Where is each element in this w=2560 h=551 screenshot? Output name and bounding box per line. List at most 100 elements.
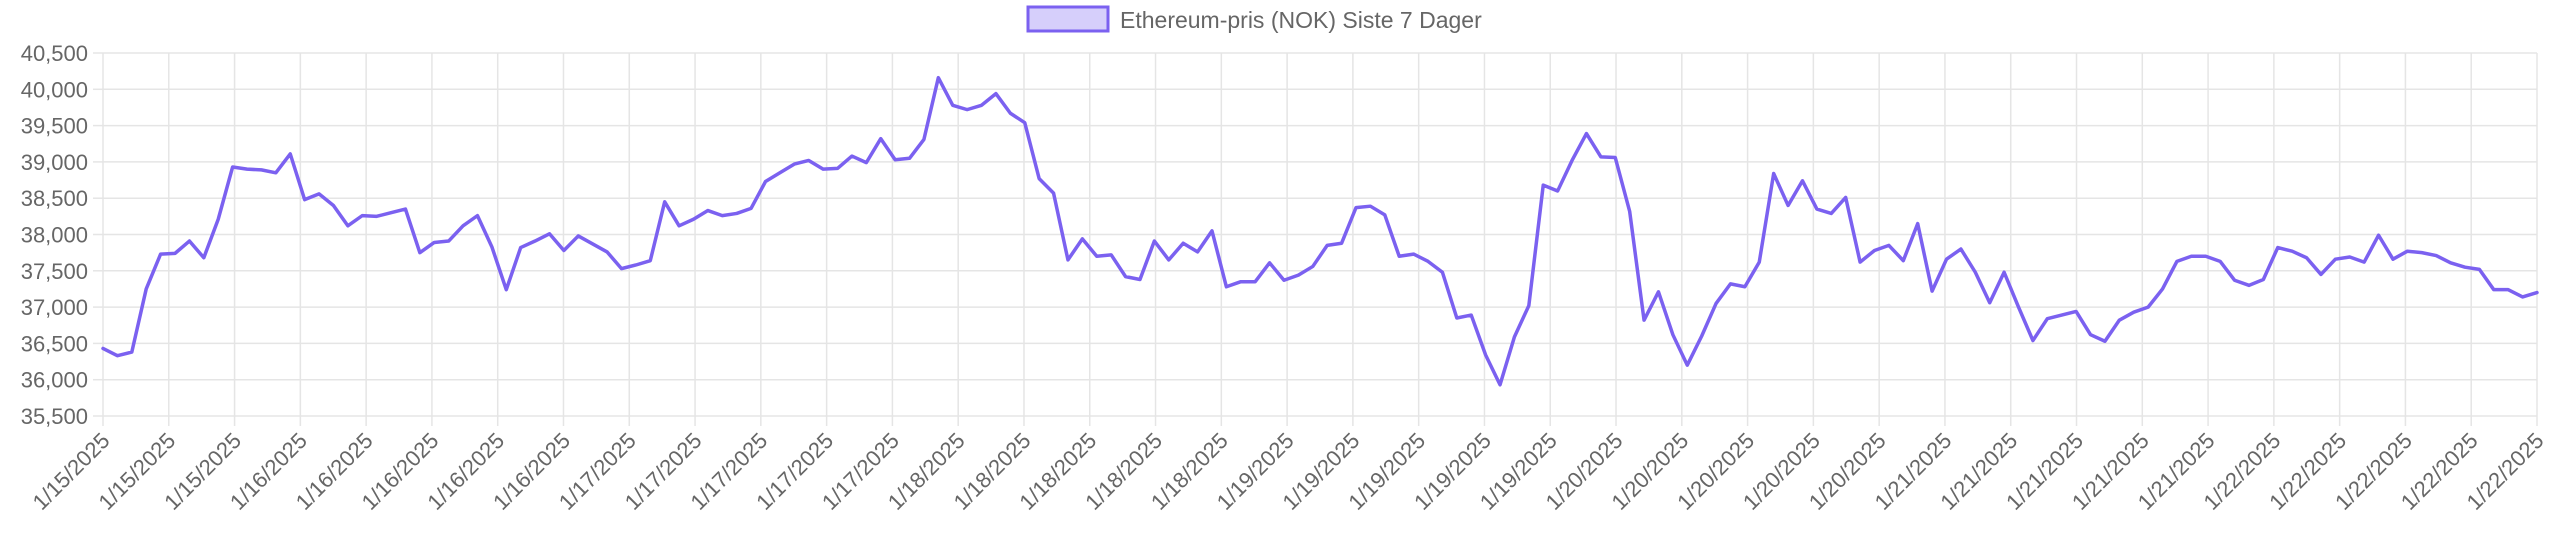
data-point[interactable] xyxy=(2389,255,2397,263)
data-point[interactable] xyxy=(2101,337,2109,345)
data-point[interactable] xyxy=(934,74,942,82)
data-point[interactable] xyxy=(473,212,481,220)
data-point[interactable] xyxy=(344,222,352,230)
data-point[interactable] xyxy=(776,169,784,177)
data-point[interactable] xyxy=(373,212,381,220)
data-point[interactable] xyxy=(603,248,611,256)
data-point[interactable] xyxy=(1309,262,1317,270)
data-point[interactable] xyxy=(1035,175,1043,183)
data-point[interactable] xyxy=(142,285,150,293)
data-point[interactable] xyxy=(790,160,798,168)
legend-swatch[interactable] xyxy=(1026,5,1110,33)
data-point[interactable] xyxy=(949,101,957,109)
data-point[interactable] xyxy=(1352,204,1360,212)
data-point[interactable] xyxy=(1251,278,1259,286)
data-point[interactable] xyxy=(2000,268,2008,276)
data-point[interactable] xyxy=(1885,241,1893,249)
data-point[interactable] xyxy=(574,232,582,240)
data-point[interactable] xyxy=(1438,268,1446,276)
data-point[interactable] xyxy=(1237,278,1245,286)
data-point[interactable] xyxy=(2015,303,2023,311)
data-point[interactable] xyxy=(2043,315,2051,323)
data-point[interactable] xyxy=(329,201,337,209)
data-point[interactable] xyxy=(589,240,597,248)
data-point[interactable] xyxy=(315,190,323,198)
data-point[interactable] xyxy=(1539,181,1547,189)
data-point[interactable] xyxy=(2447,259,2455,267)
data-point[interactable] xyxy=(2346,253,2354,261)
data-point[interactable] xyxy=(675,222,683,230)
data-point[interactable] xyxy=(1496,381,1504,389)
data-point[interactable] xyxy=(1208,227,1216,235)
data-point[interactable] xyxy=(257,166,265,174)
data-point[interactable] xyxy=(1107,251,1115,259)
data-point[interactable] xyxy=(387,209,395,217)
data-point[interactable] xyxy=(891,156,899,164)
data-point[interactable] xyxy=(2115,316,2123,324)
data-point[interactable] xyxy=(834,164,842,172)
data-point[interactable] xyxy=(1856,258,1864,266)
data-point[interactable] xyxy=(1021,119,1029,127)
data-point[interactable] xyxy=(1698,332,1706,340)
data-point[interactable] xyxy=(1294,271,1302,279)
data-point[interactable] xyxy=(1366,202,1374,210)
data-point[interactable] xyxy=(1654,288,1662,296)
data-point[interactable] xyxy=(2072,307,2080,315)
data-point[interactable] xyxy=(1078,235,1086,243)
data-point[interactable] xyxy=(1424,257,1432,265)
data-point[interactable] xyxy=(488,243,496,251)
data-point[interactable] xyxy=(1741,283,1749,291)
data-point[interactable] xyxy=(1986,299,1994,307)
data-point[interactable] xyxy=(517,244,525,252)
data-point[interactable] xyxy=(2418,249,2426,257)
data-point[interactable] xyxy=(1798,177,1806,185)
data-point[interactable] xyxy=(1222,283,1230,291)
data-point[interactable] xyxy=(2403,247,2411,255)
data-point[interactable] xyxy=(862,159,870,167)
data-point[interactable] xyxy=(1381,211,1389,219)
data-point[interactable] xyxy=(2187,252,2195,260)
legend-label[interactable]: Ethereum-pris (NOK) Siste 7 Dager xyxy=(1120,7,1482,33)
data-point[interactable] xyxy=(2216,257,2224,265)
data-point[interactable] xyxy=(689,215,697,223)
data-point[interactable] xyxy=(1842,193,1850,201)
data-point[interactable] xyxy=(2303,254,2311,262)
data-point[interactable] xyxy=(1064,256,1072,264)
data-point[interactable] xyxy=(1726,280,1734,288)
data-point[interactable] xyxy=(1006,109,1014,117)
data-point[interactable] xyxy=(243,165,251,173)
data-point[interactable] xyxy=(1611,154,1619,162)
data-point[interactable] xyxy=(2317,270,2325,278)
data-point[interactable] xyxy=(2274,244,2282,252)
data-point[interactable] xyxy=(1683,361,1691,369)
data-point[interactable] xyxy=(747,204,755,212)
data-point[interactable] xyxy=(2173,257,2181,265)
data-point[interactable] xyxy=(2519,293,2527,301)
data-point[interactable] xyxy=(1640,316,1648,324)
data-point[interactable] xyxy=(2331,255,2339,263)
data-point[interactable] xyxy=(2058,311,2066,319)
data-point[interactable] xyxy=(301,196,309,204)
data-point[interactable] xyxy=(1150,237,1158,245)
data-point[interactable] xyxy=(978,101,986,109)
data-point[interactable] xyxy=(1669,331,1677,339)
data-point[interactable] xyxy=(416,249,424,257)
data-point[interactable] xyxy=(632,261,640,269)
data-point[interactable] xyxy=(171,249,179,257)
data-point[interactable] xyxy=(2231,276,2239,284)
data-point[interactable] xyxy=(992,90,1000,98)
data-point[interactable] xyxy=(906,154,914,162)
data-point[interactable] xyxy=(1770,170,1778,178)
data-point[interactable] xyxy=(1597,153,1605,161)
data-point[interactable] xyxy=(1165,256,1173,264)
data-point[interactable] xyxy=(2504,286,2512,294)
data-point[interactable] xyxy=(733,209,741,217)
data-point[interactable] xyxy=(1914,220,1922,228)
data-point[interactable] xyxy=(1510,333,1518,341)
data-point[interactable] xyxy=(445,237,453,245)
data-point[interactable] xyxy=(401,205,409,213)
data-point[interactable] xyxy=(157,250,165,258)
data-point[interactable] xyxy=(1626,207,1634,215)
data-point[interactable] xyxy=(2259,276,2267,284)
data-point[interactable] xyxy=(1525,302,1533,310)
